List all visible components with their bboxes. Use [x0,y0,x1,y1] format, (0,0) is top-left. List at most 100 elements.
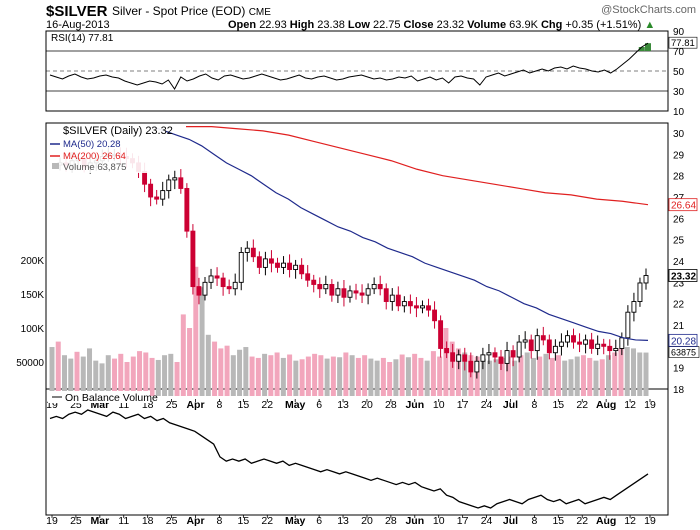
candle-body [220,277,226,288]
candle-body [184,188,190,232]
x-tick-label: 20 [361,399,373,411]
volume-bar [493,359,499,396]
candle-body [444,348,450,354]
volume-bar [330,356,336,396]
x-tick-label: 11 [118,515,129,527]
x-tick-label: Apr [186,515,204,527]
x-tick-label: 10 [433,515,445,527]
x-tick-label: 28 [385,399,397,411]
price-label: $SILVER (Daily) 23.32 [63,125,173,137]
x-tick-label: 22 [261,515,273,527]
volume-bar [499,357,505,396]
price-tick-label: 26 [673,214,685,225]
candle-body [317,284,323,290]
volume-bar [93,360,99,396]
candle-body [232,281,238,290]
x-tick-label: 12 [624,515,636,527]
rsi-line [49,42,651,90]
price-value-box [668,269,698,282]
volume-bar [405,357,411,396]
candle-body [311,279,317,285]
volume-bar [130,356,136,396]
candle-body [589,339,595,349]
candle-body [468,360,474,373]
candle-body [335,288,341,296]
volume-bar [212,341,218,396]
x-tick-label: 19 [644,399,656,411]
volume-bar [555,355,561,396]
price-tick-label: 29 [673,150,685,161]
candle-body [528,339,534,352]
volume-bar [80,356,86,396]
volume-bar [199,287,205,396]
candle-body [275,262,280,268]
volume-bar [74,351,80,396]
volume-bar [599,359,605,396]
volume-bar [530,357,536,396]
x-tick-label: 8 [217,515,223,527]
candle-body [534,335,540,352]
candle-body [377,284,383,290]
volume-bar [49,347,55,396]
price-tick-label: 25 [673,236,685,247]
candle-body [643,275,649,284]
header-credit[interactable]: @StockCharts.com [601,4,696,16]
candle-body [456,354,462,362]
candle-body [450,352,456,362]
volume-bar [318,355,324,396]
volume-bar [612,352,618,396]
volume-bar [280,357,286,396]
price-tick-label: 24 [673,257,685,268]
candle-body [480,354,486,362]
ma200-value-label: 26.64 [671,201,696,212]
candle-body [329,284,335,296]
volume-bar [437,356,443,396]
x-tick-label: Aug [596,515,616,527]
candle-body [299,264,305,275]
header-symbol: $SILVER [46,3,108,20]
volume-bars [49,266,649,396]
volume-bar [337,357,343,396]
volume-bar [155,359,161,396]
volume-bar [580,355,586,396]
x-tick-label: 15 [238,399,250,411]
candle-body [631,301,637,313]
candle-body [238,252,244,283]
candle-body [522,339,528,343]
x-tick-label: 24 [481,399,493,411]
candle-body [571,335,576,343]
volume-bar [312,353,318,396]
candle-body [565,335,570,343]
volume-bar [162,355,168,396]
ma50-line [151,126,649,341]
axes: 103050709077.811819202122232425262728293… [16,27,700,527]
x-tick-label: 6 [316,515,322,527]
volume-bar [505,356,511,396]
candle-body [577,341,582,345]
volume-bar [618,348,624,396]
volume-tick-label: 50000 [16,358,44,369]
price-value-label: 23.32 [671,272,696,283]
candle-body [359,292,365,296]
volume-bar [274,352,280,396]
rsi-tick-label: 70 [673,47,685,58]
candle-body [226,286,232,290]
volume-bar [455,348,461,396]
candle-body [365,288,371,296]
volume-bar [443,328,449,396]
candle-body [462,354,468,362]
volume-bar [549,357,555,396]
volume-bar [187,328,193,396]
volume-bar [424,360,430,396]
header-date: 16-Aug-2013 [46,19,110,31]
x-tick-label: 20 [361,515,373,527]
x-tick-label: Aug [596,399,616,411]
volume-bar [480,358,486,396]
candle-body [353,290,359,294]
candle-body [540,335,546,341]
obv-line [49,409,649,509]
candle-body [268,258,274,264]
rsi-grid [46,50,668,92]
volume-bar [249,356,255,396]
volume-bar [362,355,368,396]
